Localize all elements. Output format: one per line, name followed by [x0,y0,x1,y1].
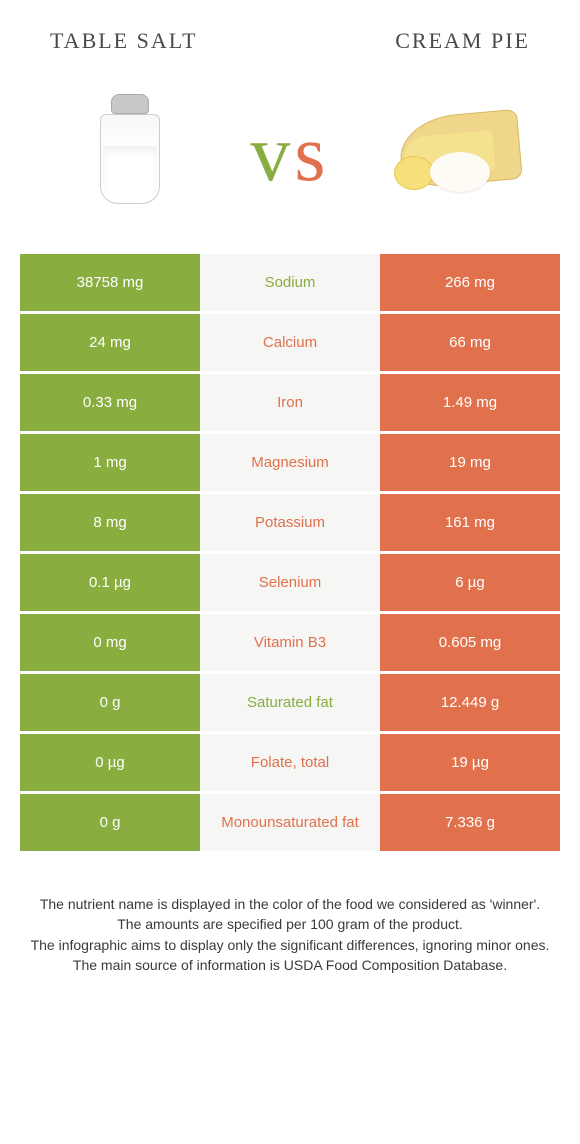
left-value: 0 g [20,674,200,731]
header: Table salt Cream pie [0,0,580,74]
table-row: 0 mgVitamin B30.605 mg [20,614,560,674]
left-value: 1 mg [20,434,200,491]
right-value: 19 µg [380,734,560,791]
nutrient-name: Selenium [200,554,380,611]
left-value: 0 g [20,794,200,851]
vs-v: v [250,110,294,198]
nutrient-name: Iron [200,374,380,431]
vs-s: s [294,110,329,198]
left-value: 0.33 mg [20,374,200,431]
nutrient-name: Saturated fat [200,674,380,731]
right-value: 266 mg [380,254,560,311]
vs-label: vs [250,109,329,200]
left-value: 38758 mg [20,254,200,311]
left-value: 0 µg [20,734,200,791]
salt-shaker-icon [60,84,200,224]
nutrient-name: Monounsaturated fat [200,794,380,851]
right-value: 19 mg [380,434,560,491]
nutrient-name: Sodium [200,254,380,311]
left-value: 0 mg [20,614,200,671]
right-value: 161 mg [380,494,560,551]
table-row: 1 mgMagnesium19 mg [20,434,560,494]
right-value: 66 mg [380,314,560,371]
images-row: vs [0,74,580,254]
table-row: 0.1 µgSelenium6 µg [20,554,560,614]
right-value: 12.449 g [380,674,560,731]
table-row: 38758 mgSodium266 mg [20,254,560,314]
nutrient-table: 38758 mgSodium266 mg24 mgCalcium66 mg0.3… [20,254,560,854]
table-row: 0.33 mgIron1.49 mg [20,374,560,434]
table-row: 8 mgPotassium161 mg [20,494,560,554]
table-row: 0 gMonounsaturated fat7.336 g [20,794,560,854]
right-food-title: Cream pie [395,28,530,54]
footer-line-1: The nutrient name is displayed in the co… [30,894,550,914]
nutrient-name: Potassium [200,494,380,551]
nutrient-name: Folate, total [200,734,380,791]
left-value: 0.1 µg [20,554,200,611]
footer-notes: The nutrient name is displayed in the co… [0,854,580,995]
left-value: 24 mg [20,314,200,371]
nutrient-name: Vitamin B3 [200,614,380,671]
table-row: 24 mgCalcium66 mg [20,314,560,374]
right-value: 7.336 g [380,794,560,851]
cream-pie-icon [380,84,520,224]
left-value: 8 mg [20,494,200,551]
right-value: 1.49 mg [380,374,560,431]
footer-line-2: The amounts are specified per 100 gram o… [30,914,550,934]
footer-line-4: The main source of information is USDA F… [30,955,550,975]
footer-line-3: The infographic aims to display only the… [30,935,550,955]
right-value: 6 µg [380,554,560,611]
table-row: 0 gSaturated fat12.449 g [20,674,560,734]
nutrient-name: Magnesium [200,434,380,491]
nutrient-name: Calcium [200,314,380,371]
right-value: 0.605 mg [380,614,560,671]
left-food-title: Table salt [50,28,198,54]
table-row: 0 µgFolate, total19 µg [20,734,560,794]
